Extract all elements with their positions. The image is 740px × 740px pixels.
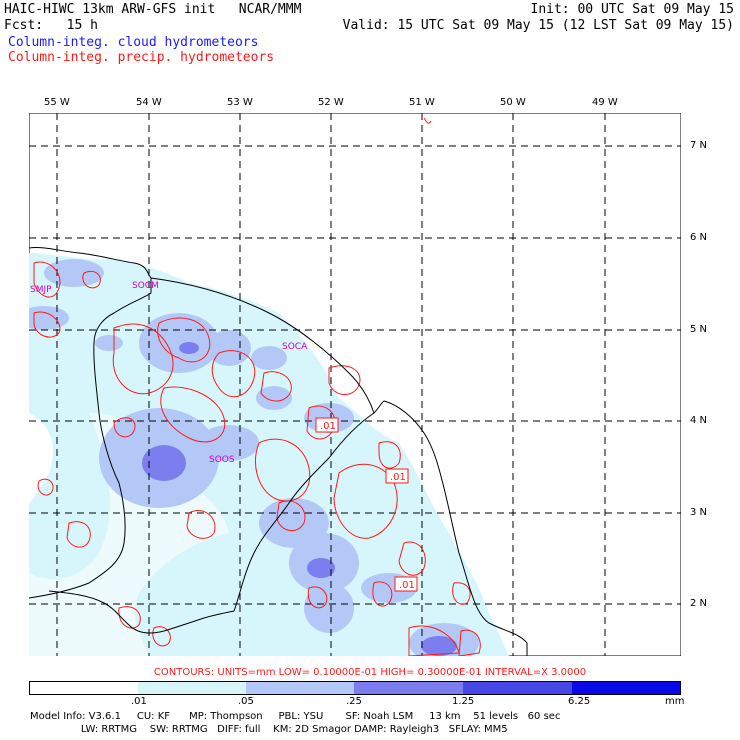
colorbar-segment <box>572 682 680 694</box>
lon-label: 52 W <box>318 97 344 108</box>
colorbar-unit: mm <box>665 696 685 707</box>
init-time: Init: 00 UTC Sat 09 May 15 <box>530 2 735 17</box>
contour-label: .01 <box>390 472 406 483</box>
contours-info: CONTOURS: UNITS=mm LOW= 0.10000E-01 HIGH… <box>153 667 587 678</box>
cloud-field-label: Column-integ. cloud hydrometeors <box>8 35 259 50</box>
station-label: SOCA <box>282 342 308 352</box>
colorbar-segment <box>246 682 354 694</box>
lon-label: 49 W <box>592 97 618 108</box>
colorbar-tick: 1.25 <box>452 696 475 707</box>
colorbar-tick: .05 <box>238 696 254 707</box>
precip-contours <box>33 117 481 656</box>
colorbar-segment <box>30 682 138 694</box>
precip-field-label: Column-integ. precip. hydrometeors <box>8 50 275 65</box>
lat-label: 7 N <box>690 140 708 151</box>
contour-label: .01 <box>399 580 415 591</box>
lon-label: 50 W <box>500 97 526 108</box>
colorbar-segment <box>463 682 572 694</box>
coastline <box>29 247 528 656</box>
model-info-line2: LW: RRTMG SW: RRTMG DIFF: full KM: 2D Sm… <box>30 724 508 735</box>
lat-lon-grid <box>29 113 681 656</box>
lat-label: 2 N <box>690 598 708 609</box>
contour-value-labels: .01 .01 .01 <box>315 417 418 592</box>
lon-label: 55 W <box>44 97 70 108</box>
colorbar-tick: .01 <box>131 696 147 707</box>
lat-label: 4 N <box>690 415 708 426</box>
lat-label: 3 N <box>690 507 708 518</box>
station-label: SMJP <box>30 285 52 295</box>
colorbar-tick: .25 <box>346 696 362 707</box>
station-label: SOOS <box>209 455 235 465</box>
lon-label: 51 W <box>409 97 435 108</box>
model-info-line1: Model Info: V3.6.1 CU: KF MP: Thompson P… <box>30 711 561 722</box>
colorbar <box>29 681 681 695</box>
forecast-hour: Fcst: 15 h <box>4 18 98 33</box>
map-panel: SMJP SOCM SOCA SOOS .01 .01 .01 <box>29 113 681 656</box>
station-labels: SMJP SOCM SOCA SOOS <box>30 281 308 465</box>
contour-label: .01 <box>320 421 336 432</box>
colorbar-segment <box>138 682 246 694</box>
lat-label: 5 N <box>690 324 708 335</box>
lon-label: 53 W <box>227 97 253 108</box>
valid-time: Valid: 15 UTC Sat 09 May 15 (12 LST Sat … <box>342 18 734 33</box>
colorbar-tick: 6.25 <box>568 696 591 707</box>
station-label: SOCM <box>132 281 159 291</box>
colorbar-segment <box>354 682 463 694</box>
lat-label: 6 N <box>690 232 708 243</box>
cloud-shading-dark <box>142 342 457 656</box>
lon-label: 54 W <box>136 97 162 108</box>
plot-title: HAIC-HIWC 13km ARW-GFS init NCAR/MMM <box>4 2 302 17</box>
